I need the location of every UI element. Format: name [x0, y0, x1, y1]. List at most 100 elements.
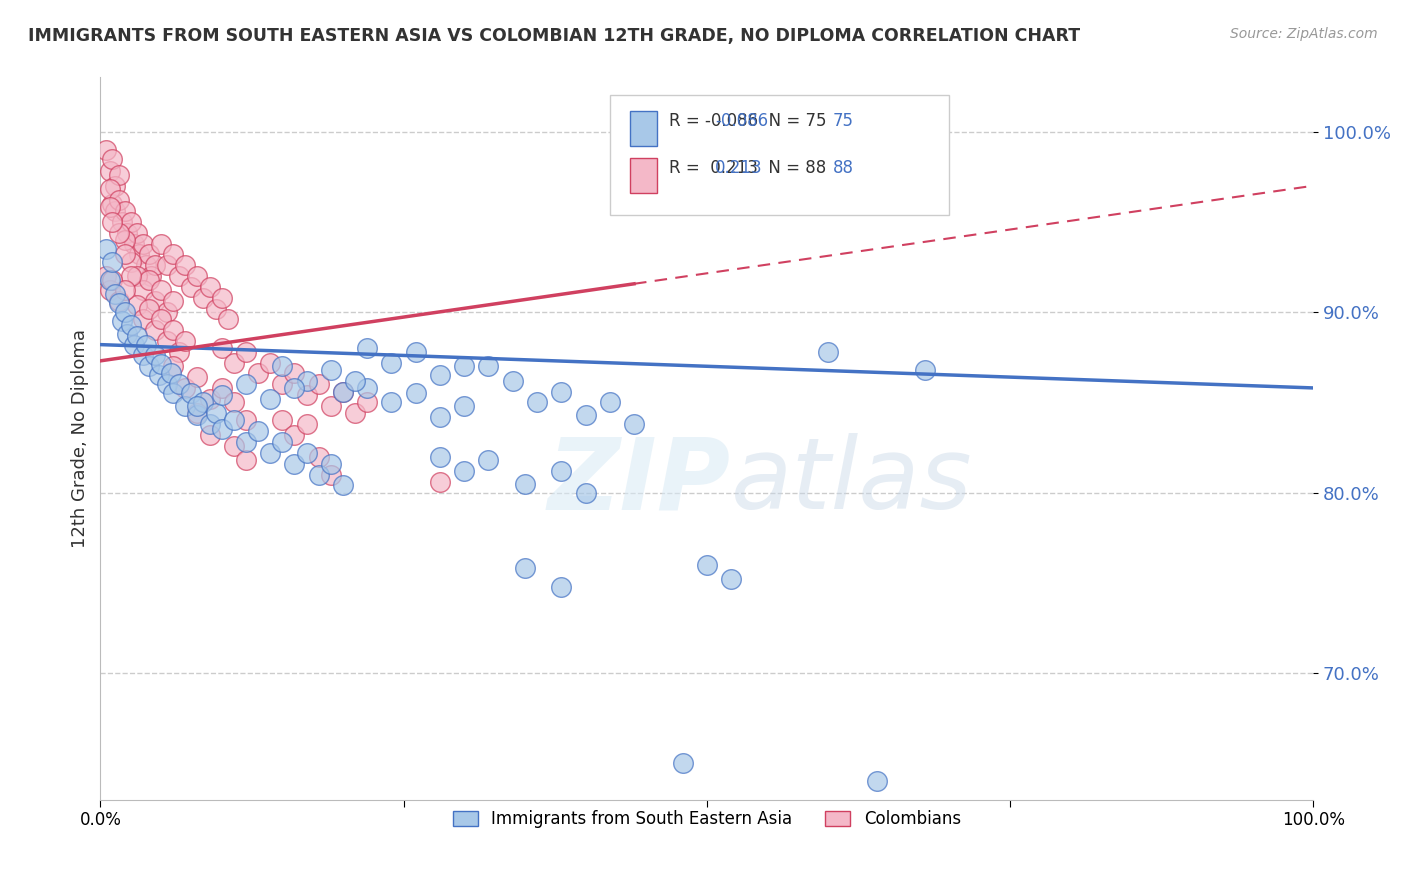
Point	[138, 247, 160, 261]
Point	[235, 377, 257, 392]
Point	[271, 435, 294, 450]
Point	[453, 359, 475, 374]
Point	[167, 344, 190, 359]
Point	[283, 457, 305, 471]
Point	[429, 368, 451, 383]
Point	[211, 341, 233, 355]
Point	[198, 428, 221, 442]
Point	[599, 395, 621, 409]
Point	[198, 392, 221, 406]
Point	[235, 453, 257, 467]
FancyBboxPatch shape	[630, 158, 657, 193]
Point	[696, 558, 718, 572]
Point	[162, 294, 184, 309]
Point	[120, 318, 142, 332]
Point	[98, 272, 121, 286]
Point	[128, 247, 150, 261]
Point	[720, 572, 742, 586]
Point	[222, 413, 245, 427]
Point	[120, 268, 142, 283]
Point	[156, 305, 179, 319]
Point	[211, 291, 233, 305]
Point	[107, 294, 129, 309]
Point	[550, 580, 572, 594]
Point	[132, 284, 155, 298]
Point	[143, 323, 166, 337]
Point	[186, 370, 208, 384]
Point	[124, 337, 146, 351]
Point	[817, 344, 839, 359]
Point	[107, 168, 129, 182]
Point	[271, 413, 294, 427]
Point	[235, 344, 257, 359]
Point	[186, 406, 208, 420]
Point	[295, 446, 318, 460]
Point	[174, 381, 197, 395]
Point	[283, 428, 305, 442]
Point	[513, 561, 536, 575]
Point	[380, 356, 402, 370]
Point	[96, 268, 118, 283]
Point	[198, 280, 221, 294]
Point	[319, 399, 342, 413]
Point	[193, 395, 215, 409]
Point	[111, 215, 134, 229]
Point	[114, 305, 136, 319]
Point	[344, 374, 367, 388]
Y-axis label: 12th Grade, No Diploma: 12th Grade, No Diploma	[72, 329, 89, 548]
Point	[150, 312, 173, 326]
Point	[235, 435, 257, 450]
FancyBboxPatch shape	[630, 112, 657, 146]
Point	[235, 413, 257, 427]
Point	[429, 450, 451, 464]
Point	[865, 774, 887, 789]
Point	[332, 478, 354, 492]
Point	[198, 417, 221, 431]
Point	[101, 254, 124, 268]
Point	[308, 450, 330, 464]
Point	[111, 314, 134, 328]
Point	[141, 268, 163, 283]
Point	[405, 344, 427, 359]
Point	[526, 395, 548, 409]
Point	[104, 287, 127, 301]
Point	[96, 143, 118, 157]
Point	[174, 399, 197, 413]
Point	[135, 337, 157, 351]
Text: ZIP: ZIP	[548, 434, 731, 531]
Point	[283, 381, 305, 395]
Point	[138, 301, 160, 316]
Point	[98, 201, 121, 215]
Point	[204, 301, 226, 316]
Point	[132, 236, 155, 251]
Point	[162, 359, 184, 374]
Point	[143, 258, 166, 272]
Text: atlas: atlas	[731, 434, 973, 531]
Point	[132, 348, 155, 362]
Point	[271, 377, 294, 392]
Point	[308, 467, 330, 482]
Point	[180, 280, 202, 294]
Point	[186, 399, 208, 413]
Point	[120, 215, 142, 229]
Point	[550, 384, 572, 399]
Point	[101, 196, 124, 211]
Point	[319, 363, 342, 377]
Point	[429, 409, 451, 424]
Text: R = -0.086  N = 75: R = -0.086 N = 75	[669, 112, 827, 129]
Point	[159, 367, 181, 381]
Point	[671, 756, 693, 771]
Point	[211, 381, 233, 395]
Point	[295, 374, 318, 388]
Point	[344, 406, 367, 420]
Point	[167, 268, 190, 283]
Point	[174, 258, 197, 272]
Point	[98, 182, 121, 196]
Point	[107, 226, 129, 240]
Point	[104, 178, 127, 193]
Text: -0.086: -0.086	[716, 112, 769, 129]
Point	[125, 226, 148, 240]
Point	[623, 417, 645, 431]
Point	[114, 247, 136, 261]
Point	[104, 204, 127, 219]
